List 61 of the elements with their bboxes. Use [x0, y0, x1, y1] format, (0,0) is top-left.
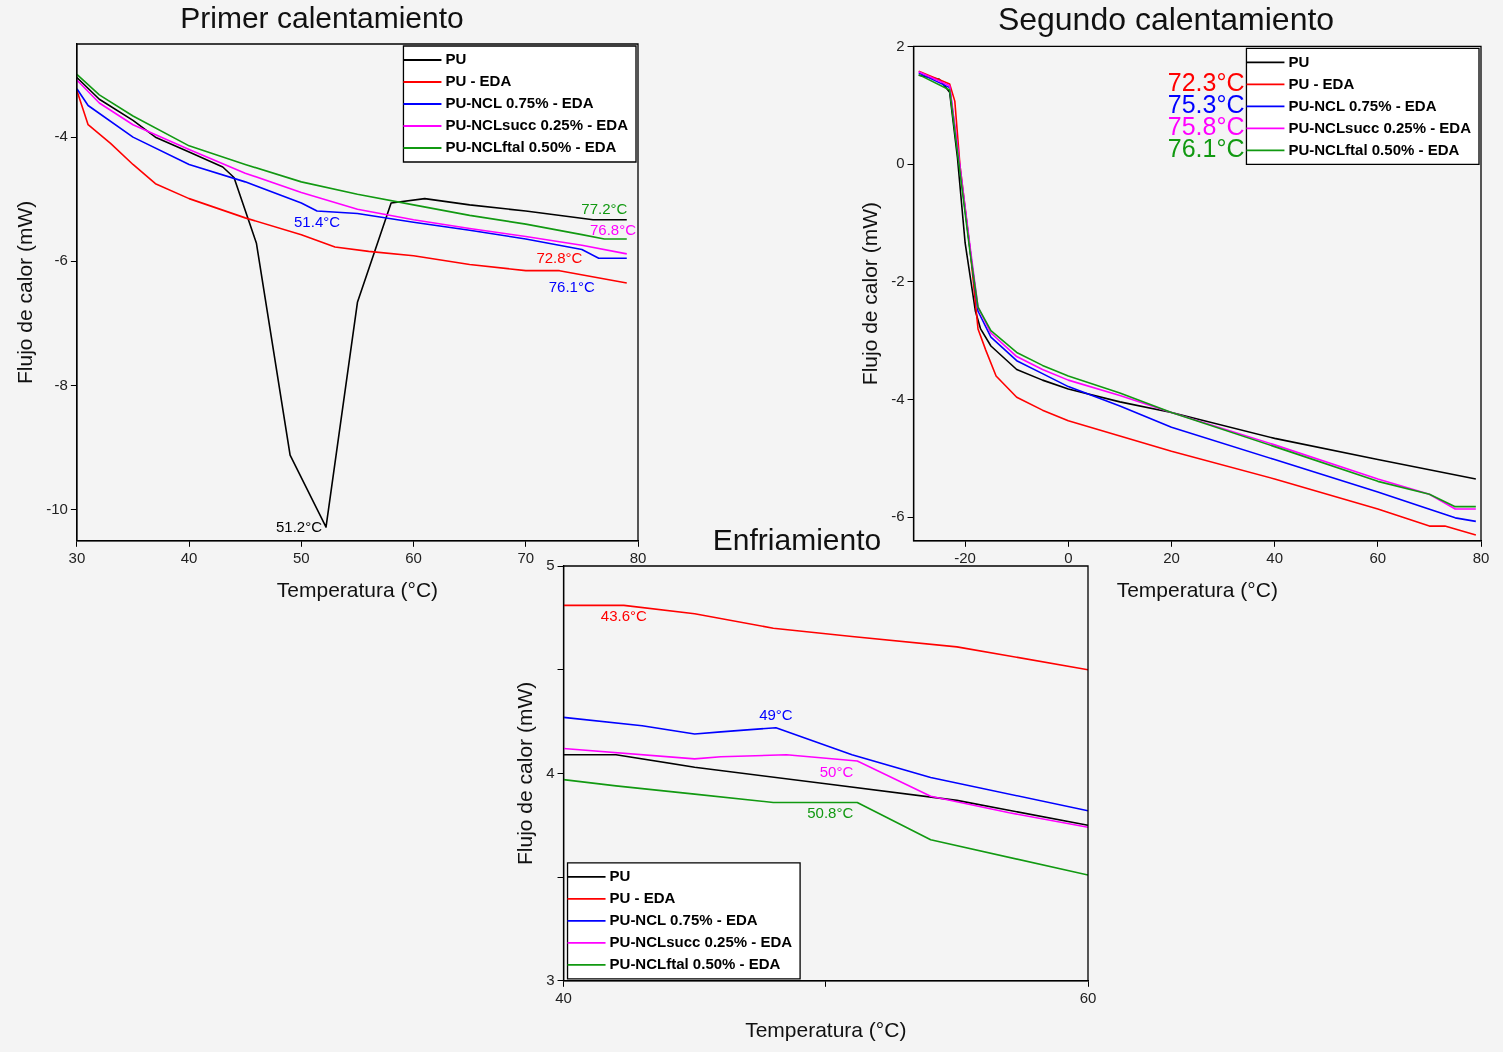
annotation: 76.8°C	[589, 220, 637, 238]
chart-title: Segundo calentamiento	[997, 1, 1335, 38]
y-tick-label: 5	[546, 556, 555, 574]
y-tick-label: 4	[546, 763, 555, 781]
annotation: 76.1°C	[1167, 134, 1245, 163]
x-tick-label: 60	[405, 548, 422, 566]
x-tick-label: 40	[180, 548, 198, 566]
chart-title: Primer calentamiento	[180, 1, 464, 35]
x-tick-label: 70	[517, 548, 535, 566]
x-tick-label: 40	[555, 988, 572, 1006]
legend-label: PU-NCL 0.75% - EDA	[445, 94, 594, 112]
annotation: 76.1°C	[548, 277, 595, 295]
legend-label: PU - EDA	[445, 72, 512, 90]
x-tick-label: 80	[629, 548, 647, 566]
x-axis-title: Temperatura (°C)	[1116, 578, 1278, 602]
y-tick-label: -6	[891, 507, 905, 525]
y-tick-label: -10	[46, 499, 68, 517]
x-tick-label: 50	[292, 548, 310, 566]
y-axis-title: Flujo de calor (mW)	[13, 200, 37, 384]
legend-label: PU-NCL 0.75% - EDA	[609, 910, 758, 928]
legend-label: PU	[445, 50, 467, 68]
y-tick-label: -4	[54, 127, 68, 145]
x-tick-label: 30	[68, 548, 86, 566]
x-tick-label: 0	[1064, 548, 1073, 566]
annotation: 77.2°C	[581, 199, 628, 217]
legend-label: PU-NCLsucc 0.25% - EDA	[1288, 118, 1472, 136]
annotation: 49°C	[759, 706, 793, 724]
annotation: 50°C	[819, 762, 854, 780]
y-axis-title: Flujo de calor (mW)	[858, 202, 882, 386]
x-tick-label: 60	[1369, 548, 1387, 566]
legend-label: PU	[609, 866, 631, 884]
legend-label: PU-NCLftal 0.50% - EDA	[609, 954, 781, 972]
y-tick-label: -6	[54, 251, 68, 269]
legend-label: PU - EDA	[1288, 74, 1355, 92]
chart-title: Enfriamiento	[712, 523, 882, 557]
legend-label: PU-NCLftal 0.50% - EDA	[1288, 140, 1460, 158]
legend-label: PU-NCL 0.75% - EDA	[1288, 96, 1437, 114]
annotation: 72.8°C	[536, 249, 583, 267]
legend-label: PU	[1288, 52, 1310, 70]
annotation: 43.6°C	[600, 607, 648, 625]
y-tick-label: -4	[891, 389, 905, 407]
y-tick-label: 0	[896, 154, 905, 172]
y-axis-title: Flujo de calor (mW)	[513, 681, 537, 865]
annotation: 51.2°C	[275, 517, 323, 535]
x-tick-label: 60	[1079, 988, 1097, 1006]
legend-label: PU-NCLsucc 0.25% - EDA	[609, 932, 793, 950]
legend-label: PU-NCLftal 0.50% - EDA	[445, 138, 617, 156]
y-tick-label: 2	[896, 36, 905, 54]
x-tick-label: -20	[954, 548, 976, 566]
legend-label: PU - EDA	[609, 888, 676, 906]
y-tick-label: 3	[546, 970, 555, 988]
x-tick-label: 20	[1163, 548, 1180, 566]
annotation: 51.4°C	[294, 212, 341, 230]
x-axis-title: Temperatura (°C)	[745, 1018, 907, 1042]
x-axis-title: Temperatura (°C)	[276, 578, 439, 602]
annotation: 50.8°C	[807, 804, 854, 822]
legend-label: PU-NCLsucc 0.25% - EDA	[445, 116, 629, 134]
x-tick-label: 40	[1266, 548, 1283, 566]
y-tick-label: -8	[54, 375, 68, 393]
y-tick-label: -2	[891, 271, 905, 289]
x-tick-label: 80	[1472, 548, 1490, 566]
